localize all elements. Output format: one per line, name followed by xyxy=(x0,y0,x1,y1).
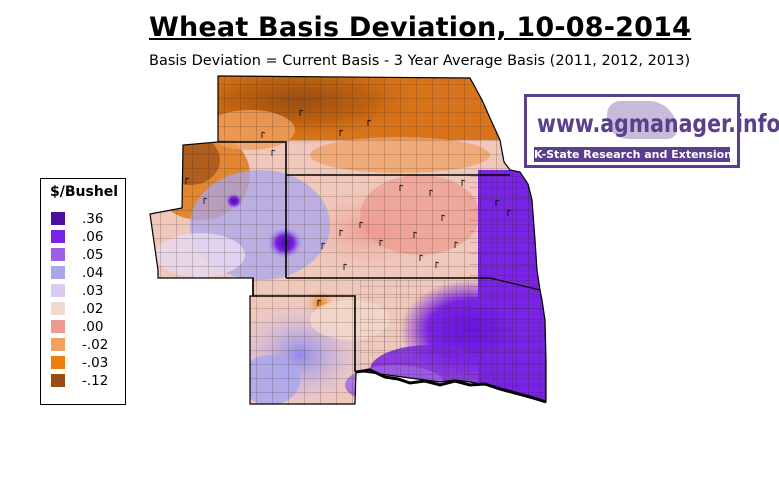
legend-item: -.03 xyxy=(51,355,123,371)
legend-item: .00 xyxy=(51,319,123,335)
legend-swatch xyxy=(51,212,65,225)
legend-swatch xyxy=(51,266,65,279)
legend-swatch xyxy=(51,230,65,243)
logo-url: www.agmanager.info xyxy=(537,109,779,138)
legend-item: .05 xyxy=(51,247,123,263)
map-subtitle: Basis Deviation = Current Basis - 3 Year… xyxy=(149,53,691,69)
legend-item: .04 xyxy=(51,265,123,281)
logo-band: K-State Research and Extension xyxy=(534,147,733,162)
kansas-shape-icon xyxy=(607,101,677,139)
legend-item: .02 xyxy=(51,301,123,317)
legend-label: .05 xyxy=(82,247,104,263)
legend-swatch xyxy=(51,320,65,333)
legend-item: .36 xyxy=(51,211,123,227)
legend-label: .02 xyxy=(82,301,104,317)
legend-swatch xyxy=(51,374,65,387)
legend-label: -.03 xyxy=(82,355,109,371)
legend-label: -.02 xyxy=(82,337,109,353)
legend-swatch xyxy=(51,302,65,315)
legend-swatch xyxy=(51,248,65,261)
legend-label: .36 xyxy=(82,211,104,227)
legend-item: .03 xyxy=(51,283,123,299)
legend-label: .06 xyxy=(82,229,104,245)
legend-label: .03 xyxy=(82,283,104,299)
legend-label: .04 xyxy=(82,265,104,281)
legend-swatch xyxy=(51,356,65,369)
legend-title: $/Bushel xyxy=(50,184,119,200)
legend-label: .00 xyxy=(82,319,104,335)
legend-label: -.12 xyxy=(82,373,109,389)
map-title: Wheat Basis Deviation, 10-08-2014 xyxy=(149,12,692,43)
legend-item: -.02 xyxy=(51,337,123,353)
legend-item: .06 xyxy=(51,229,123,245)
legend-swatch xyxy=(51,338,65,351)
legend: $/Bushel .36 .06 .05 .04 .03 .02 .00 -.0… xyxy=(40,178,126,405)
agmanager-logo[interactable]: www.agmanager.info K-State Research and … xyxy=(524,94,779,168)
legend-swatch xyxy=(51,284,65,297)
legend-item: -.12 xyxy=(51,373,123,389)
logo-subtitle: K-State Research and Extension xyxy=(534,148,733,161)
